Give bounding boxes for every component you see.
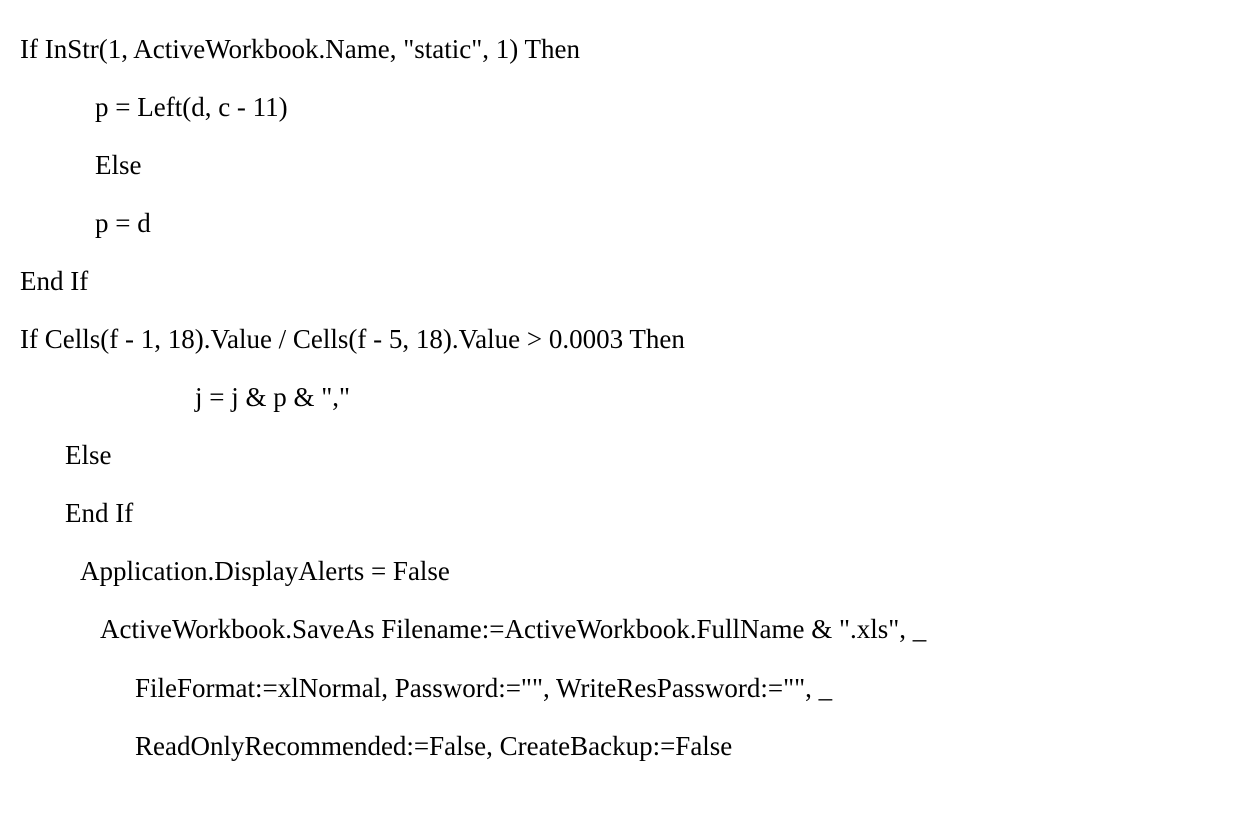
code-line: Application.DisplayAlerts = False: [20, 542, 1220, 600]
code-line: End If: [20, 484, 1220, 542]
code-line: p = Left(d, c - 11): [20, 78, 1220, 136]
code-line: Else: [20, 426, 1220, 484]
code-line: p = d: [20, 194, 1220, 252]
code-line: Else: [20, 136, 1220, 194]
code-line: End If: [20, 252, 1220, 310]
code-line: If InStr(1, ActiveWorkbook.Name, "static…: [20, 20, 1220, 78]
code-line: If Cells(f - 1, 18).Value / Cells(f - 5,…: [20, 310, 1220, 368]
code-line: ActiveWorkbook.SaveAs Filename:=ActiveWo…: [20, 600, 1220, 658]
code-line: j = j & p & ",": [20, 368, 1220, 426]
code-line: FileFormat:=xlNormal, Password:="", Writ…: [20, 659, 1220, 717]
code-block: If InStr(1, ActiveWorkbook.Name, "static…: [20, 20, 1220, 775]
code-line: ReadOnlyRecommended:=False, CreateBackup…: [20, 717, 1220, 775]
